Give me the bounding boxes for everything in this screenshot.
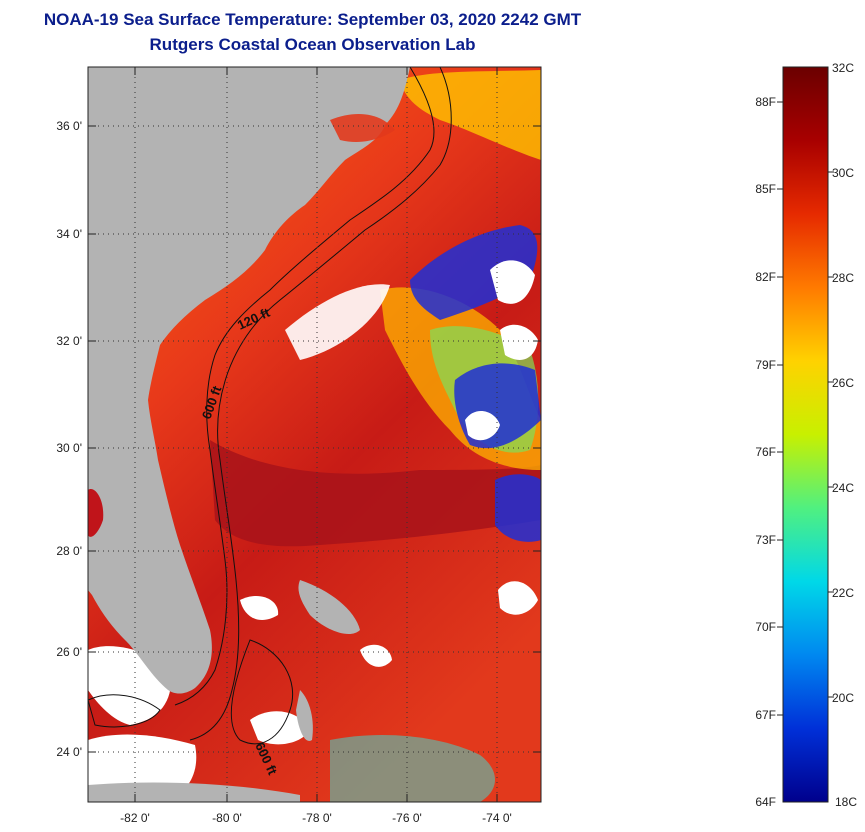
cloud-cover [240, 595, 279, 620]
contour-bahamas [230, 639, 294, 745]
lat-tick-label: 34 0' [56, 227, 82, 241]
lat-tick-label: 30 0' [56, 441, 82, 455]
lon-tick-label: -82 0' [120, 811, 150, 825]
island [298, 580, 360, 635]
colorbar-fahrenheit-label: 88F [755, 95, 776, 109]
land-mass [88, 67, 410, 694]
colorbar-celsius-label: 18C [835, 795, 857, 809]
lat-tick-label: 32 0' [56, 334, 82, 348]
lat-ticks [88, 67, 541, 802]
lon-tick-label: -78 0' [302, 811, 332, 825]
colorbar-fahrenheit-label: 79F [755, 358, 776, 372]
map-subtitle: Rutgers Coastal Ocean Observation Lab [149, 35, 476, 54]
lon-tick-label: -80 0' [212, 811, 242, 825]
inland-water [330, 114, 395, 142]
cloud-cover [490, 260, 535, 304]
colorbar-fahrenheit-label: 67F [755, 708, 776, 722]
colorbar-celsius-label: 20C [832, 691, 854, 705]
colorbar-fahrenheit-label: 70F [755, 620, 776, 634]
temperature-colorbar [782, 66, 829, 803]
colorbar-celsius-label: 24C [832, 481, 854, 495]
cloud-cover [360, 644, 392, 667]
gulf-coast-water [88, 489, 104, 537]
cooler-water-north [400, 70, 541, 160]
colorbar-celsius-label: 32C [832, 61, 854, 75]
sst-image [88, 67, 541, 802]
colorbar-celsius-label: 30C [832, 166, 854, 180]
colorbar-celsius-label: 22C [832, 586, 854, 600]
lat-tick-label: 26 0' [56, 645, 82, 659]
cuba-coast [88, 782, 300, 802]
colorbar-fahrenheit-label: 64F [755, 795, 776, 809]
colorbar-fahrenheit-label: 76F [755, 445, 776, 459]
lon-tick-label: -74 0' [482, 811, 512, 825]
colorbar-celsius-label: 26C [832, 376, 854, 390]
lon-tick-label: -76 0' [392, 811, 422, 825]
colorbar-fahrenheit-label: 85F [755, 182, 776, 196]
lat-tick-label: 28 0' [56, 544, 82, 558]
colorbar-fahrenheit-label: 82F [755, 270, 776, 284]
map-title: NOAA-19 Sea Surface Temperature: Septemb… [43, 10, 582, 29]
island [296, 690, 313, 741]
cloud-cover [285, 284, 390, 360]
gulf-stream-warm-core [210, 440, 541, 547]
contour-florida-keys [88, 694, 161, 728]
cloud-cover [498, 581, 538, 615]
cloud-cover [500, 324, 538, 360]
colorbar-fahrenheit-label: 73F [755, 533, 776, 547]
cold-patch-north [410, 225, 538, 320]
map-frame [87, 66, 542, 803]
contour-600ft [189, 67, 452, 741]
graticule [88, 67, 541, 802]
cloud-cover [250, 711, 310, 745]
cloud-cover [465, 410, 500, 441]
lat-tick-label: 36 0' [56, 119, 82, 133]
colorbar-ticks [777, 101, 834, 716]
lat-tick-label: 24 0' [56, 745, 82, 759]
contour-120ft [174, 67, 435, 706]
colorbar-celsius-label: 28C [832, 271, 854, 285]
cold-patch-south [495, 474, 541, 542]
